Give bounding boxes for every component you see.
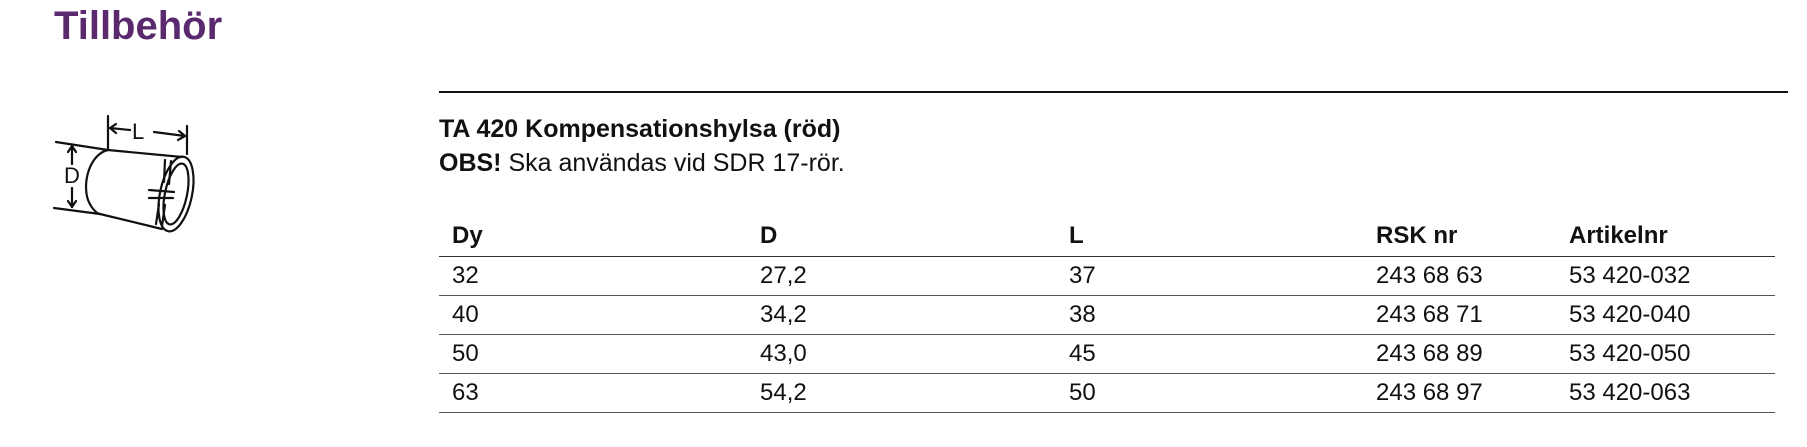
cell-artikelnr: 53 420-063 [1556, 373, 1775, 413]
product-note: OBS! Ska användas vid SDR 17-rör. [439, 146, 1788, 180]
product-header: TA 420 Kompensationshylsa (röd) OBS! Ska… [439, 112, 1788, 180]
cell-dy: 50 [439, 334, 747, 374]
cell-artikelnr: 53 420-032 [1556, 256, 1775, 296]
page-title: Tillbehör [54, 4, 223, 48]
cell-dy: 32 [439, 256, 747, 296]
cell-l: 37 [1056, 256, 1363, 296]
cell-d: 54,2 [747, 373, 1056, 413]
cell-rsk: 243 68 97 [1363, 373, 1556, 413]
cell-rsk: 243 68 71 [1363, 295, 1556, 335]
section-divider [439, 91, 1788, 93]
column-header-l: L [1056, 216, 1363, 257]
cell-l: 38 [1056, 295, 1363, 335]
cell-l: 50 [1056, 373, 1363, 413]
cell-artikelnr: 53 420-050 [1556, 334, 1775, 374]
cell-dy: 63 [439, 373, 747, 413]
column-header-dy: Dy [439, 216, 747, 257]
cell-l: 45 [1056, 334, 1363, 374]
cell-rsk: 243 68 89 [1363, 334, 1556, 374]
spec-table: Dy D L RSK nr Artikelnr 32 27,2 37 243 6… [439, 216, 1775, 413]
table-row: 32 27,2 37 243 68 63 53 420-032 [439, 256, 1775, 296]
column-header-d: D [747, 216, 1056, 257]
cell-rsk: 243 68 63 [1363, 256, 1556, 296]
diameter-label: D [64, 163, 80, 188]
column-header-artikelnr: Artikelnr [1556, 216, 1775, 257]
column-header-rsk: RSK nr [1363, 216, 1556, 257]
compensation-sleeve-illustration: L D [52, 114, 195, 233]
cell-d: 43,0 [747, 334, 1056, 374]
cell-dy: 40 [439, 295, 747, 335]
product-title: TA 420 Kompensationshylsa (röd) [439, 115, 841, 143]
cell-artikelnr: 53 420-040 [1556, 295, 1775, 335]
table-row: 50 43,0 45 243 68 89 53 420-050 [439, 334, 1775, 374]
cell-d: 27,2 [747, 256, 1056, 296]
note-emphasis: OBS! [439, 149, 502, 177]
length-label: L [132, 119, 144, 144]
cell-d: 34,2 [747, 295, 1056, 335]
table-row: 40 34,2 38 243 68 71 53 420-040 [439, 295, 1775, 335]
table-header-row: Dy D L RSK nr Artikelnr [439, 216, 1775, 257]
table-row: 63 54,2 50 243 68 97 53 420-063 [439, 373, 1775, 413]
note-text: Ska användas vid SDR 17-rör. [501, 149, 845, 177]
